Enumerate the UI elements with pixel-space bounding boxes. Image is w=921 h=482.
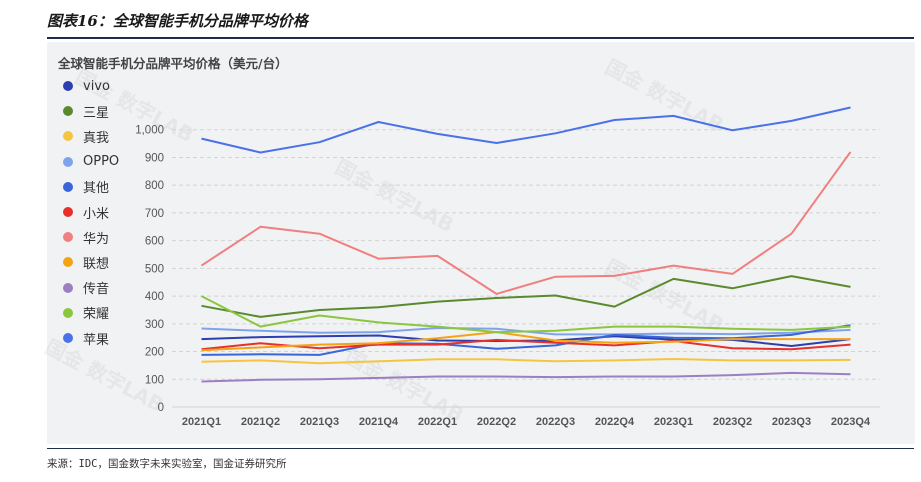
legend-label: 荣耀 — [83, 307, 110, 323]
legend-marker — [63, 131, 73, 142]
source-note: 来源：IDC，国金数字未来实验室，国金证券研究所 — [47, 458, 287, 470]
series-line-小米 — [201, 338, 851, 351]
y-tick-label: 0 — [158, 402, 164, 414]
y-tick-label: 500 — [145, 263, 164, 275]
legend-label: 华为 — [83, 231, 110, 247]
x-tick-label: 2023Q1 — [654, 416, 693, 428]
y-tick-label: 800 — [145, 180, 164, 192]
y-tick-label: 300 — [145, 319, 164, 331]
legend-marker — [63, 181, 73, 192]
y-tick-label: 100 — [145, 374, 164, 386]
x-tick-label: 2022Q1 — [418, 416, 457, 428]
legend-marker — [63, 156, 73, 167]
x-tick-label: 2022Q2 — [477, 416, 516, 428]
legend-label: 小米 — [83, 206, 110, 222]
x-tick-label: 2022Q4 — [595, 416, 635, 428]
y-tick-label: 200 — [145, 347, 164, 359]
series-line-三星 — [201, 275, 851, 318]
legend-marker — [63, 307, 73, 318]
y-tick-label: 1,000 — [135, 125, 164, 137]
legend-label: 三星 — [83, 105, 110, 121]
x-tick-label: 2023Q4 — [831, 416, 871, 428]
footer-divider — [47, 448, 914, 449]
legend-item: 真我 — [63, 128, 110, 146]
x-tick-label: 2021Q1 — [182, 416, 221, 428]
legend-label: 真我 — [83, 130, 110, 146]
legend-marker — [63, 106, 73, 117]
x-tick-label: 2021Q2 — [241, 416, 280, 428]
legend-item: 小米 — [63, 204, 110, 222]
legend-label: 联想 — [83, 256, 110, 272]
y-tick-label: 400 — [145, 291, 164, 303]
legend-item: OPPO — [63, 154, 119, 170]
legend-item: 荣耀 — [63, 305, 110, 323]
x-tick-label: 2022Q3 — [536, 416, 575, 428]
legend-label: vivo — [83, 78, 110, 94]
legend-item: 其他 — [63, 179, 110, 197]
series-line-真我 — [201, 358, 851, 365]
legend-marker — [63, 333, 73, 343]
figure-title: 图表16：全球智能手机分品牌平均价格 — [47, 12, 308, 30]
y-tick-label: 700 — [145, 208, 164, 220]
series-line-传音 — [201, 371, 851, 383]
series-line-联想 — [201, 331, 851, 352]
chart-title: 全球智能手机分品牌平均价格（美元/台） — [58, 56, 288, 71]
legend-marker — [63, 282, 73, 293]
legend-item: 苹果 — [63, 330, 110, 348]
legend-label: 传音 — [83, 282, 110, 298]
legend-label: 其他 — [83, 181, 110, 197]
legend-item: 三星 — [63, 103, 110, 121]
legend-marker — [63, 232, 73, 243]
legend-marker — [63, 207, 73, 217]
legend-label: 苹果 — [83, 332, 110, 348]
legend-item: vivo — [63, 78, 110, 94]
x-tick-label: 2023Q3 — [772, 416, 811, 428]
series-line-华为 — [200, 151, 852, 295]
series-line-苹果 — [201, 106, 851, 154]
x-tick-label: 2021Q4 — [359, 416, 399, 428]
legend-marker — [63, 257, 73, 268]
series-line-其他 — [201, 324, 851, 356]
x-tick-label: 2021Q3 — [300, 416, 339, 428]
title-divider — [47, 37, 914, 39]
legend-item: 华为 — [63, 229, 110, 247]
series-line-荣耀 — [201, 295, 851, 334]
legend-marker — [63, 81, 73, 91]
legend-item: 联想 — [63, 254, 110, 272]
legend-label: OPPO — [83, 154, 120, 170]
y-tick-label: 600 — [145, 236, 164, 248]
y-tick-label: 900 — [145, 152, 164, 164]
legend-item: 传音 — [63, 280, 110, 298]
x-tick-label: 2023Q2 — [713, 416, 752, 428]
